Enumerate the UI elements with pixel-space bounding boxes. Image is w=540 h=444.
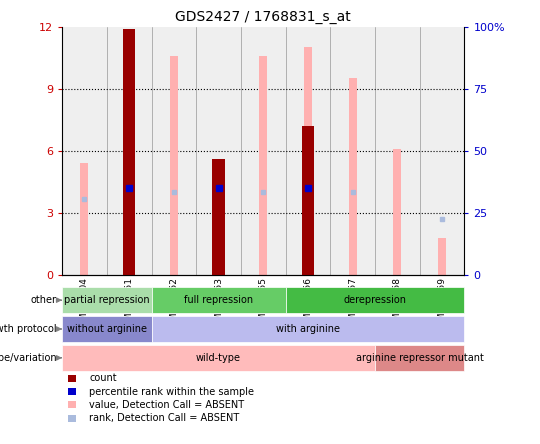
Bar (212, 159, 225, 275)
Text: value, Detection Call = ABSENT: value, Detection Call = ABSENT (89, 400, 244, 410)
Bar (196, 27, 241, 275)
Text: percentile rank within the sample: percentile rank within the sample (89, 387, 254, 396)
Bar (152, 27, 196, 275)
Bar (302, 126, 314, 275)
Bar (259, 56, 267, 275)
Bar (420, 27, 464, 275)
Bar (80, 163, 89, 275)
Title: GDS2427 / 1768831_s_at: GDS2427 / 1768831_s_at (176, 10, 351, 24)
Bar (330, 27, 375, 275)
Bar (349, 79, 357, 275)
Bar (62, 27, 107, 275)
Text: with arginine: with arginine (276, 324, 340, 334)
Text: without arginine: without arginine (67, 324, 147, 334)
Text: full repression: full repression (184, 295, 253, 305)
Text: other: other (31, 295, 57, 305)
Text: arginine repressor mutant: arginine repressor mutant (356, 353, 484, 363)
Bar (286, 27, 330, 275)
Text: growth protocol: growth protocol (0, 324, 57, 334)
Bar (107, 27, 152, 275)
Bar (438, 238, 446, 275)
Text: derepression: derepression (343, 295, 407, 305)
Bar (123, 29, 136, 275)
Text: count: count (89, 373, 117, 383)
Text: rank, Detection Call = ABSENT: rank, Detection Call = ABSENT (89, 413, 239, 423)
Bar (393, 149, 401, 275)
Bar (304, 48, 312, 275)
Bar (170, 56, 178, 275)
Text: partial repression: partial repression (64, 295, 150, 305)
Text: wild-type: wild-type (196, 353, 241, 363)
Bar (125, 29, 133, 275)
Text: genotype/variation: genotype/variation (0, 353, 57, 363)
Bar (375, 27, 420, 275)
Bar (241, 27, 286, 275)
Bar (214, 159, 222, 275)
